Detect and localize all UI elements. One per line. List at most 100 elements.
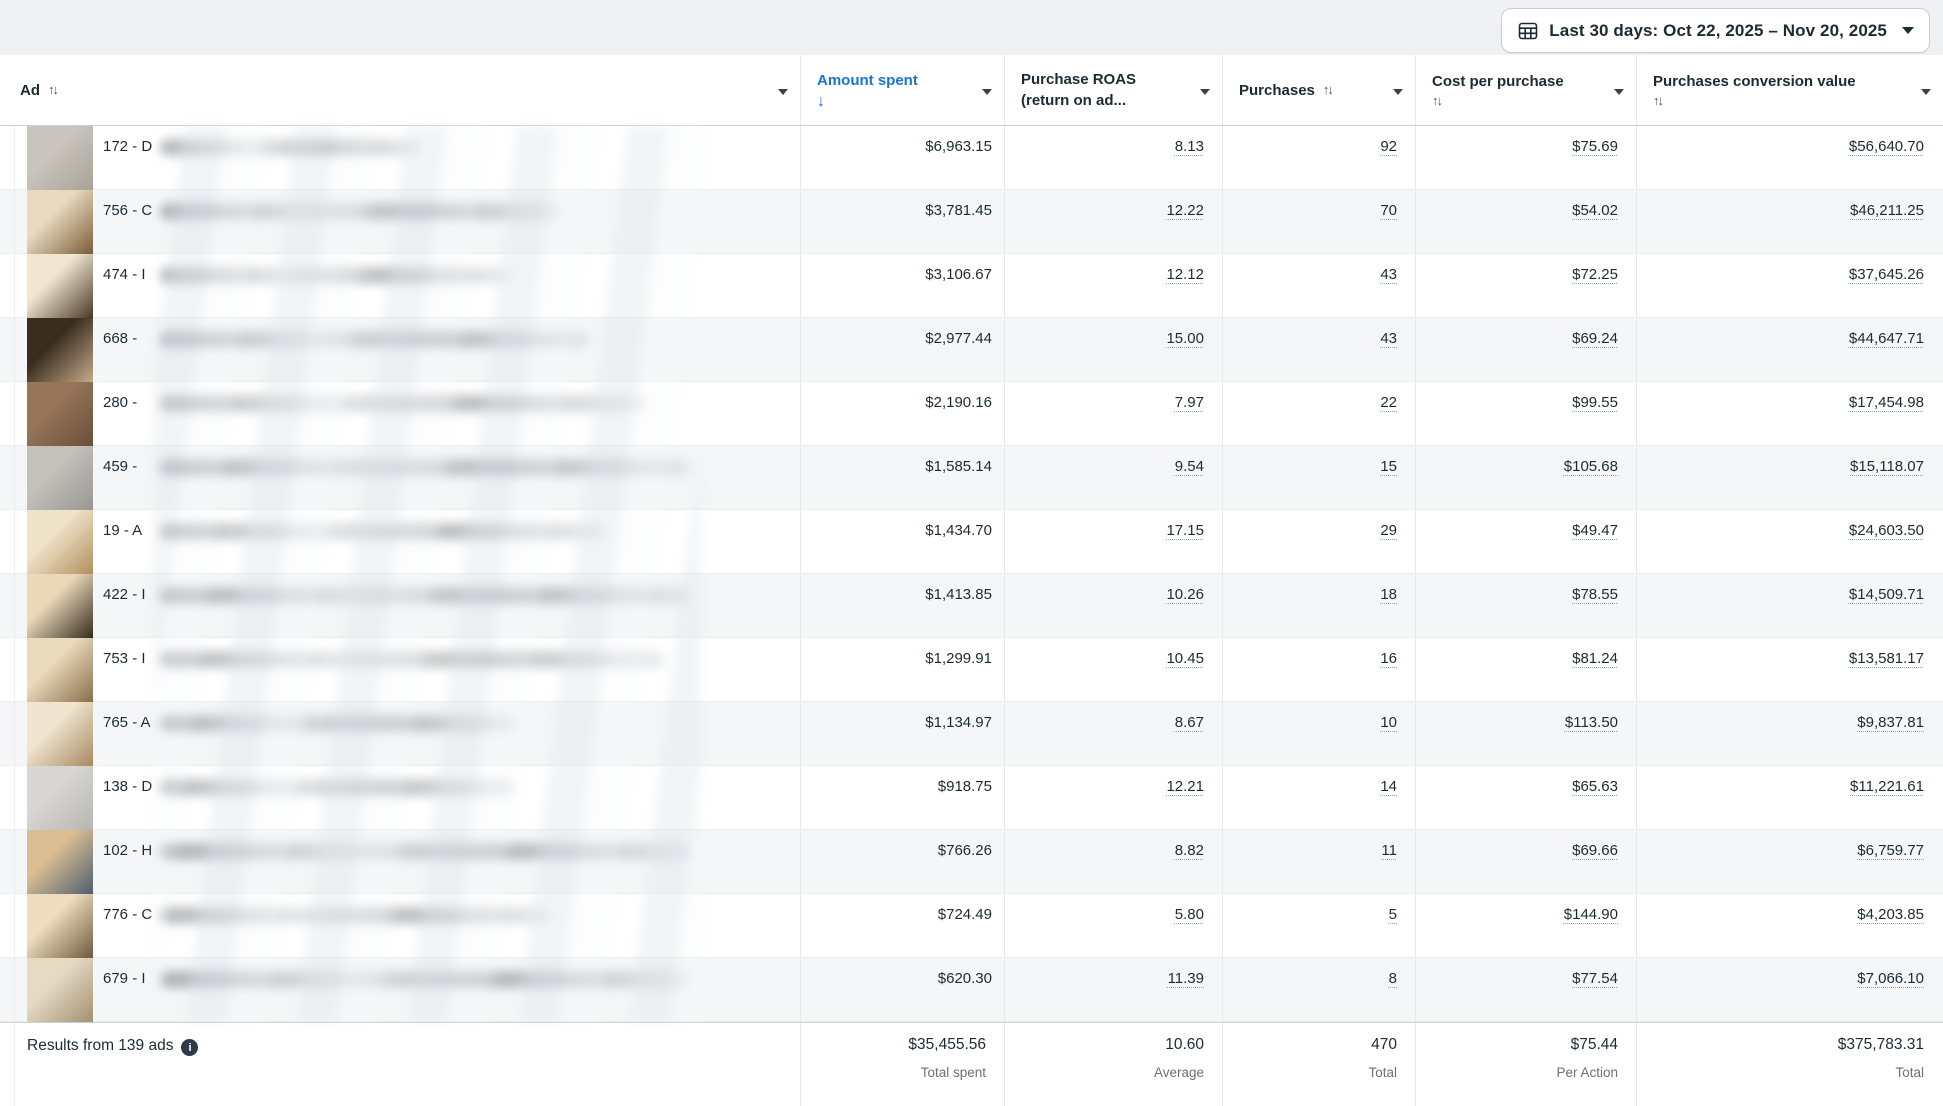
table-row[interactable]: 422 - I $1,413.85 10.26 18 $78.55 $14,509.71 [0, 574, 1943, 638]
metric-value[interactable]: 5.80 [1174, 906, 1204, 923]
ad-name[interactable]: 756 - C [103, 202, 153, 219]
metric-value[interactable]: $17,454.98 [1848, 394, 1924, 411]
table-row[interactable]: 280 - $2,190.16 7.97 22 $99.55 $17,454.98 [0, 382, 1943, 446]
metric-value[interactable]: $6,759.77 [1857, 842, 1924, 859]
metric-value[interactable]: 15.00 [1166, 330, 1204, 347]
sort-updown-icon[interactable]: ↑↓ [1432, 92, 1443, 108]
ad-name[interactable]: 765 - A [103, 714, 151, 731]
column-menu-caret-icon[interactable] [982, 89, 992, 95]
metric-value[interactable]: $4,203.85 [1857, 906, 1924, 923]
metric-value[interactable]: 29 [1380, 522, 1397, 539]
table-row[interactable]: 756 - C $3,781.45 12.22 70 $54.02 $46,211.25 [0, 190, 1943, 254]
ad-name[interactable]: 668 - [103, 330, 138, 347]
metric-value[interactable]: 9.54 [1174, 458, 1204, 475]
metric-value[interactable]: 92 [1380, 138, 1397, 155]
ad-name[interactable]: 753 - I [103, 650, 146, 667]
metric-value[interactable]: 5 [1388, 906, 1397, 923]
metric-value[interactable]: $7,066.10 [1857, 970, 1924, 987]
metric-value[interactable]: 12.21 [1166, 778, 1204, 795]
ad-name[interactable]: 138 - D [103, 778, 153, 795]
metric-value[interactable]: $24,603.50 [1848, 522, 1924, 539]
column-menu-caret-icon[interactable] [1921, 89, 1931, 95]
metric-value[interactable]: $81.24 [1572, 650, 1618, 667]
metric-value[interactable]: 12.22 [1166, 202, 1204, 219]
ad-name[interactable]: 422 - I [103, 586, 146, 603]
ad-name[interactable]: 679 - I [103, 970, 146, 987]
metric-value[interactable]: 14 [1380, 778, 1397, 795]
metric-value[interactable]: 17.15 [1166, 522, 1204, 539]
ad-name[interactable]: 474 - I [103, 266, 146, 283]
sort-updown-icon[interactable]: ↑↓ [48, 82, 59, 97]
metric-value[interactable]: 15 [1380, 458, 1397, 475]
metric-value[interactable]: 43 [1380, 330, 1397, 347]
metric-value[interactable]: $56,640.70 [1848, 138, 1924, 155]
metric-value[interactable]: $44,647.71 [1848, 330, 1924, 347]
column-header-amount_spent[interactable]: Amount spent ↓ [801, 55, 1005, 125]
table-row[interactable]: 668 - $2,977.44 15.00 43 $69.24 $44,647.71 [0, 318, 1943, 382]
ad-name[interactable]: 19 - A [103, 522, 143, 539]
info-icon[interactable]: i [181, 1039, 199, 1056]
column-header-cost_per_purchase[interactable]: Cost per purchase ↑↓ [1416, 55, 1637, 125]
date-range-picker[interactable]: Last 30 days: Oct 22, 2025 – Nov 20, 202… [1501, 8, 1930, 53]
metric-value[interactable]: 10.26 [1166, 586, 1204, 603]
metric-value[interactable]: $77.54 [1572, 970, 1618, 987]
metric-value[interactable]: 8.67 [1174, 714, 1204, 731]
column-header-purchase_roas[interactable]: Purchase ROAS (return on ad... [1005, 55, 1223, 125]
table-row[interactable]: 102 - H $766.26 8.82 11 $69.66 $6,759.77 [0, 830, 1943, 894]
metric-value[interactable]: 43 [1380, 266, 1397, 283]
column-menu-caret-icon[interactable] [1393, 89, 1403, 95]
metric-value[interactable]: 11 [1381, 842, 1397, 859]
metric-value[interactable]: $78.55 [1572, 586, 1618, 603]
metric-value[interactable]: $105.68 [1563, 458, 1618, 475]
metric-value[interactable]: $144.90 [1563, 906, 1618, 923]
column-header-ad[interactable]: Ad ↑↓ [0, 55, 801, 125]
metric-value[interactable]: $15,118.07 [1850, 458, 1924, 475]
table-row[interactable]: 19 - A $1,434.70 17.15 29 $49.47 $24,603.50 [0, 510, 1943, 574]
metric-value[interactable]: 8.13 [1174, 138, 1204, 155]
metric-value[interactable]: $113.50 [1564, 714, 1618, 731]
metric-value[interactable]: 8.82 [1174, 842, 1204, 859]
column-menu-caret-icon[interactable] [778, 89, 788, 95]
metric-value[interactable]: $72.25 [1572, 266, 1618, 283]
ad-name[interactable]: 172 - D [103, 138, 153, 155]
metric-value[interactable]: $13,581.17 [1848, 650, 1924, 667]
metric-value[interactable]: $54.02 [1572, 202, 1618, 219]
sort-updown-icon[interactable]: ↑↓ [1653, 92, 1664, 108]
column-menu-caret-icon[interactable] [1614, 89, 1624, 95]
metric-value[interactable]: 7.97 [1174, 394, 1204, 411]
metric-value[interactable]: 22 [1380, 394, 1397, 411]
metric-value[interactable]: $9,837.81 [1857, 714, 1924, 731]
metric-value[interactable]: 12.12 [1166, 266, 1204, 283]
ad-name[interactable]: 280 - [103, 394, 138, 411]
table-row[interactable]: 459 - $1,585.14 9.54 15 $105.68 $15,118.07 [0, 446, 1943, 510]
ad-name[interactable]: 102 - H [103, 842, 153, 859]
metric-value[interactable]: $69.66 [1572, 842, 1618, 859]
metric-value[interactable]: $11,221.61 [1850, 778, 1924, 795]
metric-value[interactable]: 10 [1380, 714, 1397, 731]
metric-value[interactable]: $49.47 [1572, 522, 1618, 539]
metric-value[interactable]: 18 [1380, 586, 1397, 603]
table-row[interactable]: 765 - A $1,134.97 8.67 10 $113.50 $9,837.81 [0, 702, 1943, 766]
metric-value[interactable]: $46,211.25 [1850, 202, 1924, 219]
metric-value[interactable]: 70 [1380, 202, 1397, 219]
table-row[interactable]: 474 - I $3,106.67 12.12 43 $72.25 $37,645.26 [0, 254, 1943, 318]
metric-value[interactable]: 10.45 [1166, 650, 1204, 667]
table-row[interactable]: 172 - D $6,963.15 8.13 92 $75.69 $56,640.70 [0, 126, 1943, 190]
metric-value[interactable]: $37,645.26 [1848, 266, 1924, 283]
column-header-purchases_conversion_value[interactable]: Purchases conversion value ↑↓ [1637, 55, 1943, 125]
ad-name[interactable]: 459 - [103, 458, 138, 475]
column-header-purchases[interactable]: Purchases ↑↓ [1223, 55, 1416, 125]
table-row[interactable]: 138 - D $918.75 12.21 14 $65.63 $11,221.61 [0, 766, 1943, 830]
table-row[interactable]: 753 - I $1,299.91 10.45 16 $81.24 $13,581.17 [0, 638, 1943, 702]
sort-descending-icon[interactable]: ↓ [817, 92, 825, 110]
metric-value[interactable]: $75.69 [1572, 138, 1618, 155]
metric-value[interactable]: $65.63 [1572, 778, 1618, 795]
metric-value[interactable]: 16 [1380, 650, 1397, 667]
sort-updown-icon[interactable]: ↑↓ [1322, 82, 1334, 97]
ad-name[interactable]: 776 - C [103, 906, 153, 923]
metric-value[interactable]: $69.24 [1572, 330, 1618, 347]
metric-value[interactable]: $99.55 [1572, 394, 1618, 411]
column-menu-caret-icon[interactable] [1200, 89, 1210, 95]
metric-value[interactable]: 11.39 [1167, 970, 1204, 987]
metric-value[interactable]: 8 [1388, 970, 1397, 987]
